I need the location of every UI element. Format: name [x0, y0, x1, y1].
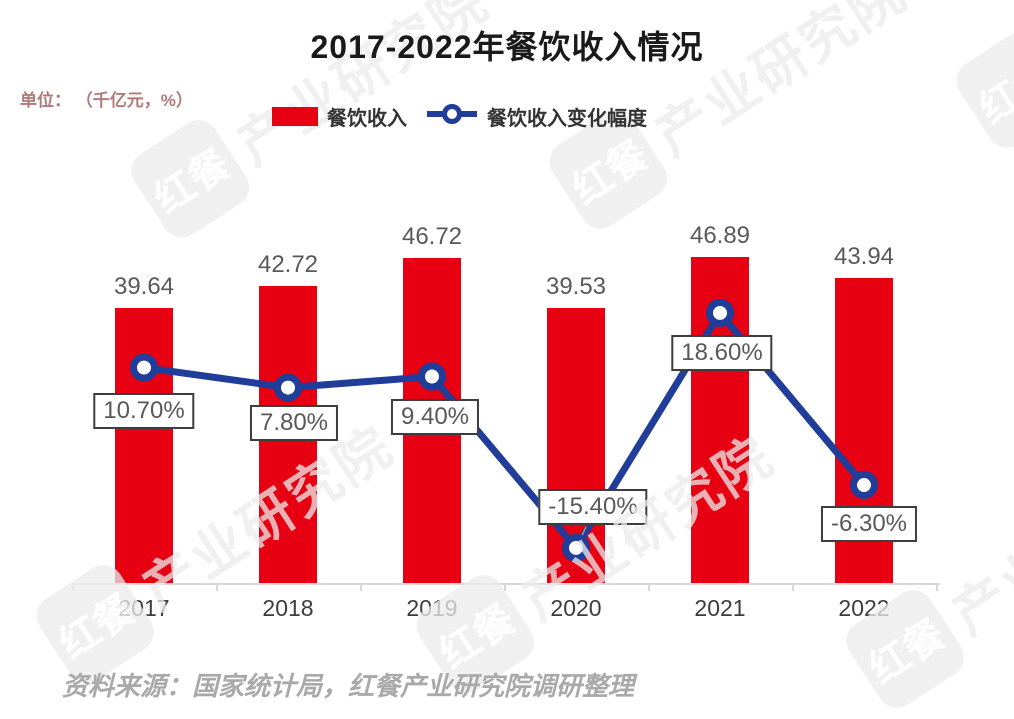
- growth-rate-label: -15.40%: [538, 488, 648, 525]
- bar-value-label: 42.72: [257, 251, 319, 279]
- growth-rate-label: -6.30%: [820, 506, 918, 543]
- bar-value-label: 39.53: [545, 273, 607, 301]
- growth-rate-label: 10.70%: [93, 392, 195, 429]
- chart-title: 2017-2022年餐饮收入情况: [310, 29, 704, 65]
- bar-value-label: 46.72: [401, 223, 463, 251]
- unit-label: 单位： （千亿元，%）: [20, 91, 193, 110]
- growth-rate-label: 7.80%: [249, 404, 339, 441]
- legend-bar-label: 餐饮收入: [327, 108, 407, 130]
- bar-value-label: 43.94: [833, 242, 895, 270]
- revenue-bar: [115, 307, 173, 583]
- line-point-marker: [274, 373, 302, 402]
- x-axis-tick: [648, 583, 650, 591]
- x-axis-year-label: 2017: [118, 595, 170, 621]
- bar-value-label: 46.89: [689, 222, 751, 250]
- x-axis-year-label: 2021: [694, 595, 746, 621]
- line-point-marker: [418, 362, 446, 391]
- x-axis-year-label: 2019: [406, 595, 458, 621]
- x-axis-tick: [792, 583, 794, 591]
- bar-value-label: 39.64: [113, 272, 175, 300]
- legend-line-label: 餐饮收入变化幅度: [487, 108, 647, 130]
- x-axis-tick: [216, 583, 218, 591]
- growth-rate-label: 18.60%: [671, 334, 773, 371]
- line-point-marker: [706, 298, 734, 327]
- line-point-marker: [562, 533, 590, 562]
- source-note: 资料来源：国家统计局，红餐产业研究院调研整理: [62, 671, 635, 701]
- line-point-marker: [850, 471, 878, 500]
- legend: 餐饮收入 餐饮收入变化幅度: [272, 102, 647, 131]
- growth-rate-label: 9.40%: [390, 398, 480, 435]
- x-axis-year-label: 2020: [550, 595, 602, 621]
- bar-series-swatch-icon: [272, 107, 318, 126]
- x-axis-year-label: 2022: [838, 595, 890, 621]
- line-point-marker: [130, 353, 158, 382]
- x-axis-tick: [360, 583, 362, 591]
- line-series-marker-icon: [426, 102, 478, 131]
- x-axis-year-label: 2018: [262, 595, 314, 621]
